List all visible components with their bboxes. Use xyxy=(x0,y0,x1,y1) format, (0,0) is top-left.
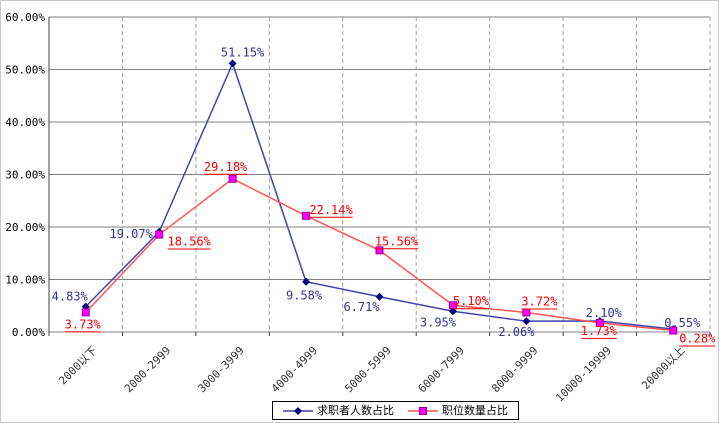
legend-label-jobseekers: 求职者人数占比 xyxy=(317,404,394,417)
data-label: 6.71% xyxy=(343,300,380,314)
data-label: 3.95% xyxy=(420,315,457,329)
data-point-marker xyxy=(81,308,90,317)
data-label: 4.83% xyxy=(52,290,89,304)
data-label: 3.72% xyxy=(521,294,558,308)
legend-label-positions: 职位数量占比 xyxy=(442,404,508,417)
y-axis-label: 0.00% xyxy=(12,326,45,339)
data-point-marker xyxy=(375,292,384,301)
legend[interactable]: 求职者人数占比 职位数量占比 xyxy=(272,401,519,420)
y-axis-label: 10.00% xyxy=(5,274,45,287)
legend-line-diamond-icon xyxy=(283,406,313,416)
data-label: 9.58% xyxy=(286,289,323,303)
x-axis-label: 8000-9999 xyxy=(489,344,540,395)
data-point-marker xyxy=(595,318,604,327)
data-point-marker xyxy=(228,174,237,183)
x-axis-label: 4000-4999 xyxy=(269,344,320,395)
data-point-marker xyxy=(448,307,457,316)
data-label: 2.06% xyxy=(498,325,535,339)
x-axis-label: 2000以下 xyxy=(56,344,99,387)
series-line xyxy=(85,61,674,330)
data-label: 29.18% xyxy=(204,160,248,174)
y-axis-label: 20.00% xyxy=(5,221,45,234)
x-axis-label: 6000-7999 xyxy=(416,344,467,395)
data-point-marker xyxy=(669,326,678,335)
data-point-marker xyxy=(522,308,531,317)
x-axis-label: 5000-5999 xyxy=(342,344,393,395)
y-axis-label: 40.00% xyxy=(5,116,45,129)
data-point-marker xyxy=(375,246,384,255)
data-label: 18.56% xyxy=(167,235,211,249)
data-point-marker xyxy=(302,277,311,286)
data-label: 15.56% xyxy=(375,234,419,248)
y-axis-label: 50.00% xyxy=(5,64,45,77)
y-axis-label: 30.00% xyxy=(5,169,45,182)
data-point-marker xyxy=(155,230,164,239)
legend-item-jobseekers[interactable]: 求职者人数占比 xyxy=(283,402,394,419)
x-axis-label: 20000以上 xyxy=(639,344,687,392)
data-label: 3.73% xyxy=(65,317,102,331)
data-label: 22.14% xyxy=(309,203,353,217)
x-axis-label: 10000-19999 xyxy=(553,344,614,405)
x-axis-label: 3000-3999 xyxy=(195,344,246,395)
data-label: 51.15% xyxy=(221,45,265,59)
legend-item-positions[interactable]: 职位数量占比 xyxy=(408,402,508,419)
y-axis-label: 60.00% xyxy=(5,11,45,24)
data-label: 2.10% xyxy=(586,306,623,320)
data-label: 0.28% xyxy=(679,332,716,346)
data-label: 5.10% xyxy=(453,294,490,308)
data-point-marker xyxy=(522,317,531,326)
data-point-marker xyxy=(302,211,311,220)
x-axis-label: 2000-2999 xyxy=(122,344,173,395)
data-label: 1.73% xyxy=(581,324,618,338)
data-point-marker xyxy=(228,59,237,68)
legend-line-square-icon xyxy=(408,406,438,416)
data-label: 19.07% xyxy=(109,227,153,241)
